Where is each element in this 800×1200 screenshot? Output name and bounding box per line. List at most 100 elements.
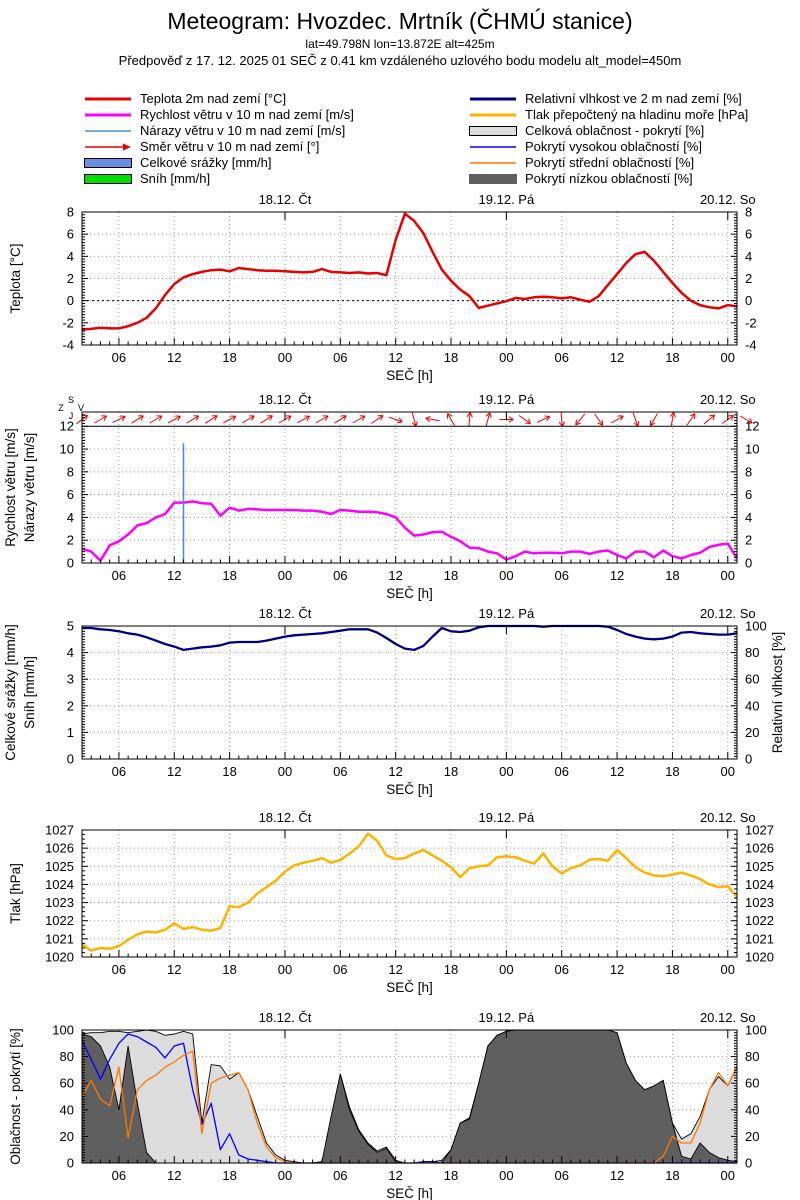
y-tick-label-right: -4	[745, 338, 757, 353]
y-tick-label-left: 0	[67, 752, 74, 767]
wind-direction-arrow	[575, 413, 586, 426]
y-axis-title: Sníh [mm/h]	[22, 656, 37, 729]
wind-direction-arrow	[149, 415, 163, 424]
y-tick-label-right: 1025	[745, 859, 774, 874]
y-tick-label-left: 4	[67, 645, 74, 660]
y-tick-label-right: 1020	[745, 950, 774, 965]
panel-precip_humidity: 18.12. Čt 19.12. Pá 20.12. So0123450204060…	[3, 606, 785, 797]
y-tick-label-left: 4	[67, 510, 74, 525]
legend-item: Pokrytí střední oblačností [%]	[469, 154, 748, 170]
line-thick-swatch	[85, 113, 131, 117]
compass-south: J	[69, 411, 74, 421]
x-tick-label: 12	[610, 962, 624, 977]
y-tick-label-right: 8	[745, 464, 752, 479]
legend-right-column: Relativní vlhkost ve 2 m nad zemí [%] Tla…	[469, 90, 748, 186]
y-tick-label-right: 2	[745, 271, 752, 286]
y-tick-label-right: 80	[745, 1049, 759, 1064]
y-tick-label-right: 40	[745, 1102, 759, 1117]
wind-direction-arrow	[94, 415, 107, 424]
y-tick-label-left: 0	[67, 556, 74, 571]
x-tick-label: 00	[278, 962, 292, 977]
y-tick-label-left: 0	[67, 1156, 74, 1171]
x-tick-label: 06	[333, 962, 347, 977]
x-tick-label: 06	[554, 1168, 568, 1183]
y-tick-label-left: 2	[67, 271, 74, 286]
y-tick-label-left: 1027	[45, 823, 74, 838]
wind-direction-arrow	[223, 415, 237, 424]
x-tick-label: 12	[167, 1168, 181, 1183]
wind-direction-arrow	[186, 415, 200, 424]
x-axis-title: SEČ [h]	[386, 368, 433, 383]
x-tick-label: 18	[222, 350, 236, 365]
x-tick-label: 12	[388, 350, 402, 365]
x-tick-label: 18	[665, 764, 679, 779]
wind-direction-arrow	[610, 415, 624, 424]
x-tick-label: 00	[499, 962, 513, 977]
legend-item: Relativní vlhkost ve 2 m nad zemí [%]	[469, 90, 748, 106]
x-tick-label: 12	[610, 764, 624, 779]
day-label: 19.12. Pá	[479, 1010, 535, 1025]
panel-wind: 18.12. Čt 19.12. Pá 20.12. So0 02 24 46 68 810 1…	[3, 392, 759, 601]
x-tick-label: 06	[554, 350, 568, 365]
compass-west: Z	[58, 403, 64, 413]
legend-item: Celková oblačnost - pokrytí [%]	[469, 122, 748, 138]
y-tick-label-right: 80	[745, 645, 759, 660]
x-tick-label: 06	[554, 962, 568, 977]
x-tick-label: 18	[444, 1168, 458, 1183]
legend-label: Celková oblačnost - pokrytí [%]	[525, 122, 705, 138]
legend-swatch	[84, 140, 132, 152]
wind-direction-arrow	[686, 413, 696, 426]
x-tick-label: 18	[222, 568, 236, 583]
y-tick-label-right: 0	[745, 752, 752, 767]
y-tick-label-right: 8	[745, 205, 752, 220]
y-tick-label-right: 1024	[745, 877, 774, 892]
y-tick-label-right: 2	[745, 533, 752, 548]
y-tick-label-left: 3	[67, 672, 74, 687]
x-tick-label: 18	[444, 962, 458, 977]
subtitle-forecast-info: Předpověď z 17. 12. 2025 01 SEČ z 0.41 k…	[118, 53, 682, 68]
y-tick-label-right: 1021	[745, 931, 774, 946]
day-label: 19.12. Pá	[479, 392, 535, 407]
x-tick-label: 18	[222, 962, 236, 977]
wind-direction-arrow	[334, 415, 347, 424]
plot-border	[81, 411, 738, 564]
day-label: 18.12. Čt	[259, 192, 312, 207]
x-tick-label: 18	[665, 962, 679, 977]
x-tick-label: 00	[721, 962, 735, 977]
wind-direction-arrow	[131, 415, 144, 424]
legend-item: Pokrytí vysokou oblačností [%]	[469, 138, 748, 154]
line-thin-swatch	[470, 146, 516, 148]
y-tick-label-left: 1025	[45, 859, 74, 874]
y-tick-label-left: 1026	[45, 841, 74, 856]
wind-direction-arrow	[296, 415, 311, 424]
y-tick-label-right: 20	[745, 725, 759, 740]
panel-pressure: 18.12. Čt 19.12. Pá 20.12. So 1020 1020 1021 1…	[8, 810, 774, 995]
legend-label: Sníh [mm/h]	[140, 170, 211, 186]
page-title: Meteogram: Hvozdec. Mrtník (ČHMÚ stanice…	[167, 8, 633, 34]
legend-label: Celkové srážky [mm/h]	[140, 154, 272, 170]
day-label: 19.12. Pá	[479, 192, 535, 207]
x-tick-label: 06	[112, 764, 126, 779]
wind-direction-arrow	[446, 413, 455, 426]
x-tick-label: 00	[278, 1168, 292, 1183]
legend-label: Rychlost větru v 10 m nad zemí [m/s]	[140, 106, 354, 122]
y-tick-label-right: 0	[745, 293, 752, 308]
y-tick-label-right: 40	[745, 698, 759, 713]
series-line	[81, 212, 738, 331]
y-tick-label-left: 1024	[45, 877, 74, 892]
x-tick-label: 12	[388, 962, 402, 977]
wind-direction-arrow	[558, 412, 566, 427]
y-axis-title: Nárazy větru [m/s]	[22, 433, 37, 543]
wind-direction-arrow	[352, 415, 366, 424]
y-tick-label-right: 6	[745, 487, 752, 502]
wind-direction-arrow	[485, 412, 492, 427]
legend-swatch	[469, 92, 517, 104]
plot-border	[81, 625, 738, 760]
arrow-swatch	[85, 143, 131, 151]
y-tick-label-left: -4	[62, 338, 74, 353]
y-tick-label-right: 20	[745, 1129, 759, 1144]
legend-item: Tlak přepočtený na hladinu moře [hPa]	[469, 106, 748, 122]
line-thin-swatch	[85, 130, 131, 132]
y-tick-label-left: 10	[60, 442, 74, 457]
legend-left-column: Teplota 2m nad zemí [°C] Rychlost větru v…	[84, 90, 354, 186]
